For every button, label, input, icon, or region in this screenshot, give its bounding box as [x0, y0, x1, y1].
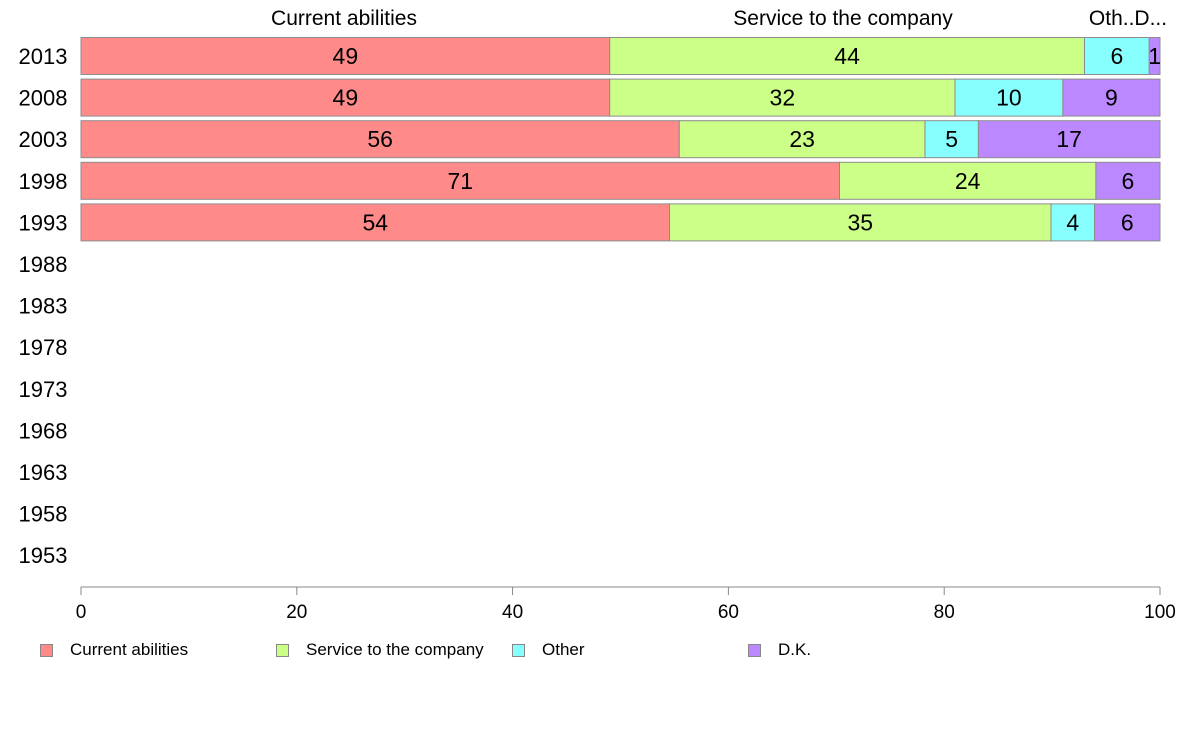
bar-1993-current-abilities	[80, 203, 671, 242]
data-label-2003-d-k: 17	[1056, 126, 1082, 152]
legend-label-current-abilities: Current abilities	[70, 640, 189, 659]
data-label-1998-service-to-the-company: 24	[955, 168, 981, 194]
bar-2003-other	[924, 120, 979, 159]
data-label-2008-service-to-the-company: 32	[770, 85, 796, 111]
legend-label-service-to-the-company: Service to the company	[306, 640, 484, 659]
y-tick-label-1978: 1978	[19, 335, 68, 360]
y-tick-label-1998: 1998	[19, 169, 68, 194]
x-tick-label-60: 60	[718, 602, 739, 623]
top-label-0: Current abilities	[271, 7, 417, 30]
top-labels: Current abilities Service to the company O…	[271, 7, 1167, 30]
bar-2013-d-k	[1148, 37, 1161, 75]
legend-label-other: Other	[542, 640, 585, 659]
data-label-2013-service-to-the-company: 44	[834, 43, 860, 69]
data-label-2003-other: 5	[945, 126, 958, 152]
y-tick-label-1968: 1968	[19, 418, 68, 443]
data-label-1993-other: 4	[1066, 209, 1079, 235]
data-label-1993-service-to-the-company: 35	[847, 209, 873, 235]
y-tick-label-2008: 2008	[19, 86, 68, 111]
legend-swatch-other	[512, 643, 525, 657]
legend-item-current-abilities: Current abilities	[40, 636, 188, 664]
data-label-1993-current-abilities: 54	[362, 209, 388, 235]
y-tick-label-2013: 2013	[19, 44, 68, 69]
data-label-2003-service-to-the-company: 23	[789, 126, 815, 152]
data-label-2008-d-k: 9	[1105, 85, 1118, 111]
y-tick-label-1963: 1963	[19, 460, 68, 485]
bar-2003-d-k	[977, 120, 1161, 159]
data-label-2008-current-abilities: 49	[333, 85, 359, 111]
x-axis: 0 20 40 60 80 100	[76, 586, 1176, 623]
y-axis-labels: 2013 2008 2003 1998 1993 1988 1983 1978 1973 1968…	[19, 44, 68, 568]
bar-2008-d-k	[1062, 78, 1161, 117]
data-label-2003-current-abilities: 56	[367, 126, 393, 152]
legend-swatch-dk	[748, 643, 761, 657]
x-tick-label-20: 20	[286, 602, 307, 623]
bar-2003-current-abilities	[80, 120, 680, 159]
bar-1998-current-abilities	[80, 161, 841, 200]
x-tick-label-80: 80	[934, 602, 955, 623]
legend-swatch-service-to-the-company	[276, 643, 289, 657]
y-tick-label-2003: 2003	[19, 127, 68, 152]
bar-2013-service-to-the-company	[609, 37, 1085, 75]
bar-1998-service-to-the-company	[839, 161, 1097, 200]
top-label-1: Service to the company	[733, 7, 953, 30]
bar-2003-service-to-the-company	[678, 120, 926, 159]
data-label-2013-current-abilities: 49	[333, 43, 359, 69]
x-tick-label-40: 40	[502, 602, 523, 623]
bar-1993-d-k	[1094, 203, 1161, 242]
y-tick-label-1988: 1988	[19, 252, 68, 277]
stacked-bar-chart: Current abilities Service to the company O…	[19, 7, 1176, 623]
y-tick-label-1953: 1953	[19, 543, 68, 568]
legend-item-service-to-the-company: Service to the company	[276, 636, 484, 664]
bar-2013-other	[1083, 37, 1150, 75]
x-tick-label-100: 100	[1144, 602, 1176, 623]
y-tick-label-1993: 1993	[19, 210, 68, 235]
y-tick-label-1983: 1983	[19, 294, 68, 319]
legend-item-other: Other	[512, 636, 585, 664]
data-label-1998-d-k: 6	[1122, 168, 1135, 194]
bar-2013-current-abilities	[80, 37, 611, 75]
data-label-2013-other: 6	[1110, 43, 1123, 69]
data-label-1998-current-abilities: 71	[447, 168, 473, 194]
legend-label-dk: D.K.	[778, 640, 812, 659]
bar-1998-d-k	[1095, 161, 1161, 200]
y-tick-label-1973: 1973	[19, 377, 68, 402]
y-tick-label-1958: 1958	[19, 502, 68, 527]
legend-swatch-current-abilities	[40, 643, 53, 657]
bar-2008-service-to-the-company	[609, 78, 956, 117]
data-label-2013-d-k: 1	[1148, 43, 1161, 69]
bar-2008-other	[954, 78, 1064, 117]
legend-item-dk: D.K.	[748, 636, 811, 664]
x-tick-label-0: 0	[76, 602, 87, 623]
top-label-2: Oth..D...	[1089, 7, 1167, 30]
legend: Current abilities Service to the company…	[0, 636, 1188, 664]
data-label-1993-d-k: 6	[1121, 209, 1134, 235]
data-label-2008-other: 10	[996, 85, 1022, 111]
